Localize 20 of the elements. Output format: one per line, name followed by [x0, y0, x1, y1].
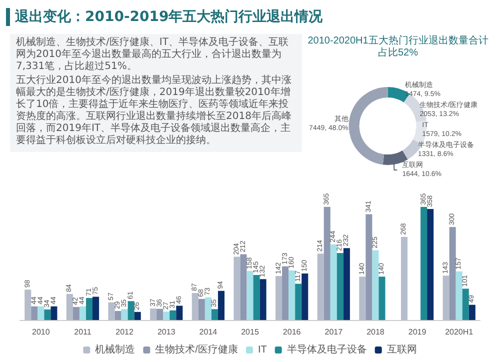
x-tick-label: 2019	[408, 328, 427, 336]
legend-label: 半导体及电子设备	[286, 344, 367, 356]
x-tick-label: 2016	[282, 328, 302, 336]
text: 五大行业2010年至今的退出数量均呈现波动上涨趋势，其中涨幅最大的是生物技术/医疗健康，2019年退出数量较2010年增长了10倍，主要得益于近年来生物医疗、医药等领域近年来投资热度的高涨。互联网行业退出数量持续增长至2018年后高峰回落，而2019年IT、半导体及电子设备领域退出数量高企，主要得益于科创板设立后对硬科技企业的接纳。	[16, 75, 292, 147]
x-tick-label: 2020H1	[445, 328, 474, 336]
legend-label: IT	[258, 344, 267, 356]
x-tick-label: 2013	[157, 328, 176, 336]
legend-label: 互联网	[386, 344, 417, 356]
legend-label: 生物技术/医疗健康	[155, 344, 238, 356]
x-tick-label: 2014	[199, 328, 218, 336]
x-tick-label: 2015	[241, 328, 260, 336]
x-tick-label: 2017	[324, 328, 344, 336]
x-tick-label: 2011	[74, 328, 92, 336]
x-tick-label: 2010	[32, 328, 50, 336]
x-tick-label: 2012	[116, 328, 134, 336]
chart-title: 退出变化：2010-2019年五大热门行业退出情况	[6, 8, 323, 26]
chart-title: 2010-2020H1五大热门行业退出数量合计占比52%	[308, 34, 488, 58]
text: 机械制造、生物技术/医疗健康、IT、半导体及电子设备、互联网为2010年至今退出数量最高的五大行业，合计退出数量为7,331笔，占比超过51%。	[16, 37, 290, 73]
legend-label: 机械制造	[95, 344, 136, 356]
x-tick-label: 2018	[366, 328, 385, 336]
